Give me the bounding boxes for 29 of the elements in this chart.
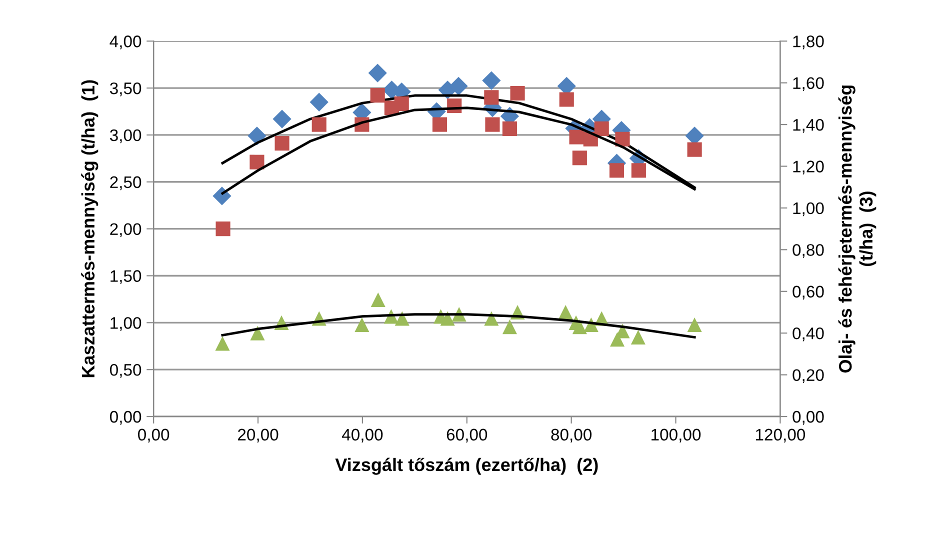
y2-tick-label: 1,00	[793, 202, 824, 216]
y-tick-label: 2,50	[110, 176, 142, 190]
y-axis-title: Kaszattermés-mennyiség (t/ha) (1)	[81, 80, 98, 378]
y2-tick-label: 0,00	[792, 410, 824, 425]
y-tick-label: 1,50	[110, 270, 142, 284]
y2-tick-label: 1,60	[793, 77, 824, 91]
y2-tick-label: 1,20	[793, 160, 824, 174]
y-tick-label: 0,50	[110, 364, 142, 378]
y2-tick-label: 0,80	[792, 244, 824, 258]
x-tick-label: 20,00	[238, 428, 278, 443]
y2-tick-label: 1,40	[793, 118, 824, 133]
y-tick-label: 3,50	[110, 82, 142, 96]
x-tick-label: 60,00	[446, 428, 488, 443]
y-tick-label: 4,00	[110, 36, 142, 50]
y2-axis-title: Olaj- és fehérjetermés-mennyiség (t/ha) (3)	[838, 86, 876, 373]
x-tick-label: 0,00	[138, 428, 170, 443]
x-tick-label: 80,00	[551, 428, 592, 443]
y-tick-label: 2,00	[110, 223, 142, 237]
y-tick-label: 0,00	[110, 410, 142, 425]
y-tick-label: 1,00	[110, 317, 142, 331]
y2-tick-label: 0,20	[792, 369, 824, 383]
x-axis-title: Vizsgált tőszám (ezertő/ha) (2)	[335, 458, 598, 475]
x-tick-label: 40,00	[342, 428, 383, 443]
x-tick-label: 100,00	[652, 428, 701, 443]
y2-tick-label: 0,40	[792, 328, 824, 342]
y-tick-label: 3,00	[110, 129, 142, 144]
y2-tick-label: 1,80	[793, 36, 824, 50]
y2-tick-label: 0,60	[792, 286, 824, 300]
x-tick-label: 120,00	[756, 428, 806, 443]
